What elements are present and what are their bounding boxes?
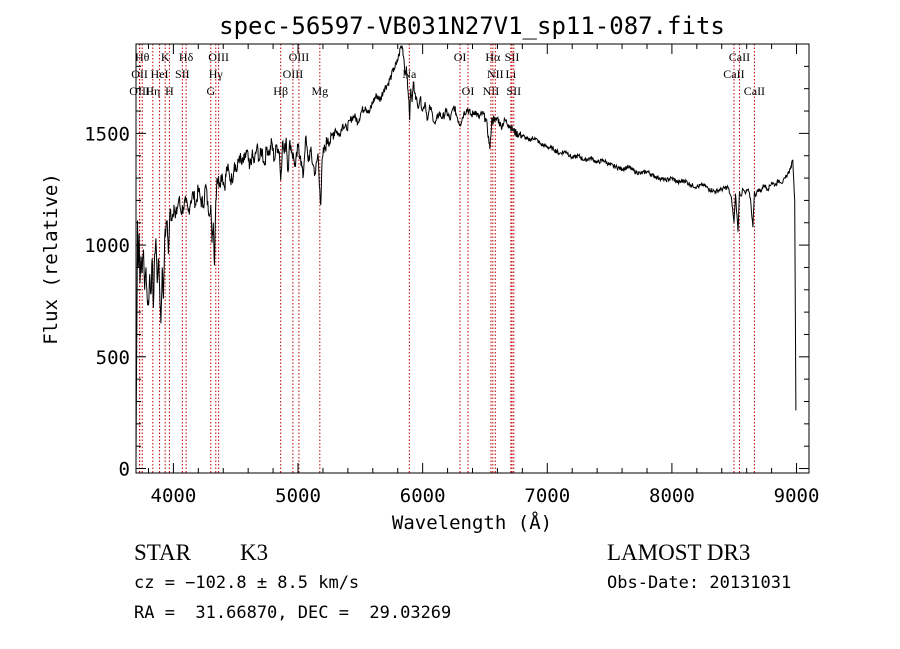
- line-marker-label: NII: [487, 67, 504, 81]
- plot-frame: [135, 43, 810, 474]
- object-class: STAR: [134, 540, 191, 565]
- spectrum-layer: [136, 45, 797, 462]
- x-tick-label: 4000: [151, 485, 197, 507]
- survey-name: LAMOST DR3: [607, 540, 751, 565]
- line-marker-label: CaII: [723, 67, 744, 81]
- line-marker-label: K: [161, 50, 170, 64]
- x-tick-label: 5000: [275, 485, 321, 507]
- x-axis-label: Wavelength (Å): [392, 511, 552, 534]
- line-marker-label: OII: [131, 67, 148, 81]
- line-marker-label: Hβ: [273, 84, 288, 98]
- y-tick-label: 1000: [84, 235, 130, 257]
- line-marker-label: SII: [505, 50, 520, 64]
- axis-ticks: 4000 5000 6000 7000 8000 9000 0 500 1000 1500: [84, 44, 819, 507]
- line-marker-label: NII: [483, 84, 500, 98]
- line-marker-label: HeI: [151, 67, 169, 81]
- line-marker-label: CaII: [744, 84, 765, 98]
- line-marker-label: H: [165, 84, 174, 98]
- chart-title: spec-56597-VB031N27V1_sp11-087.fits: [219, 12, 725, 40]
- line-marker-layer: HθOIIOIIIHηHeIKHSIIHδGHγOIIIHβOIIIOIIIMg…: [129, 44, 765, 473]
- line-marker-label: OI: [454, 50, 467, 64]
- redshift-readout: cz = −102.8 ± 8.5 km/s: [134, 573, 360, 593]
- line-marker-label: Hα: [485, 50, 501, 64]
- line-marker-label: Hθ: [135, 50, 150, 64]
- y-tick-label: 1500: [84, 123, 130, 145]
- y-tick-label: 0: [119, 459, 130, 481]
- line-marker-label: Hη: [145, 84, 160, 98]
- line-marker-label: OIII: [283, 67, 304, 81]
- line-marker-label: Mg: [311, 84, 328, 98]
- line-marker-label: CaII: [729, 50, 750, 64]
- line-marker-label: G: [206, 84, 215, 98]
- line-marker-label: Hγ: [209, 67, 224, 81]
- y-tick-label: 500: [96, 347, 130, 369]
- line-marker-label: SII: [175, 67, 190, 81]
- y-axis-label: Flux (relative): [40, 173, 62, 345]
- line-marker-label: OIII: [129, 84, 150, 98]
- spectrum-line: [136, 45, 797, 462]
- line-marker-label: OIII: [208, 50, 229, 64]
- line-marker-label: OI: [462, 84, 475, 98]
- line-marker-label: SII: [506, 84, 521, 98]
- obs-date: Obs-Date: 20131031: [607, 573, 792, 593]
- coordinates: RA = 31.66870, DEC = 29.03269: [134, 603, 452, 623]
- x-tick-label: 8000: [649, 485, 695, 507]
- x-tick-label: 9000: [774, 485, 820, 507]
- line-marker-label: OIII: [289, 50, 310, 64]
- x-tick-label: 7000: [524, 485, 570, 507]
- object-subclass: K3: [240, 540, 269, 565]
- line-marker-label: Li: [506, 67, 517, 81]
- x-tick-label: 6000: [400, 485, 446, 507]
- line-marker-label: Hδ: [179, 50, 194, 64]
